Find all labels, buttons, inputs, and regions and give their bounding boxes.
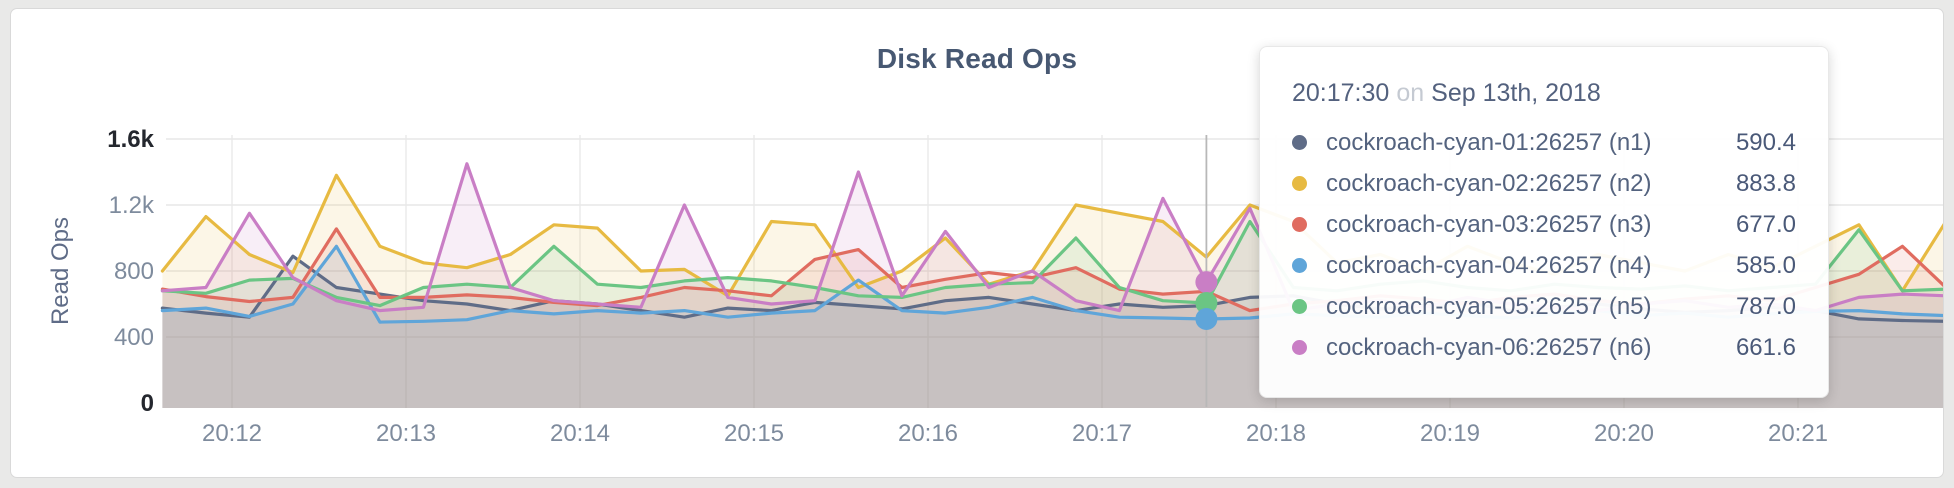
x-tick-label: 20:18	[1246, 420, 1306, 447]
series-value: 677.0	[1735, 210, 1796, 238]
chart-title: Disk Read Ops	[876, 43, 1078, 74]
y-tick-label: 800	[114, 258, 154, 285]
y-tick-label: 0	[141, 390, 154, 417]
x-tick-label: 20:21	[1768, 420, 1828, 447]
series-color-dot-icon	[1292, 217, 1307, 232]
series-color-dot-icon	[1292, 135, 1307, 150]
tooltip-series-row: cockroach-cyan-02:26257 (n2) 883.8	[1292, 163, 1796, 204]
x-tick-label: 20:13	[376, 420, 436, 447]
tooltip-series-row: cockroach-cyan-04:26257 (n4) 585.0	[1292, 245, 1796, 286]
series-name: cockroach-cyan-05:26257 (n5)	[1326, 292, 1652, 320]
series-name: cockroach-cyan-03:26257 (n3)	[1326, 210, 1652, 238]
tooltip-time: 20:17:30	[1292, 79, 1390, 107]
x-tick-label: 20:12	[202, 420, 262, 447]
y-tick-label: 1.6k	[107, 126, 154, 153]
series-color-dot-icon	[1292, 340, 1307, 355]
series-value: 661.6	[1735, 333, 1796, 361]
tooltip-series-row: cockroach-cyan-05:26257 (n5) 787.0	[1292, 286, 1796, 327]
tooltip-series-row: cockroach-cyan-03:26257 (n3) 677.0	[1292, 204, 1796, 245]
tooltip-series-list: cockroach-cyan-01:26257 (n1) 590.4 cockroa…	[1292, 122, 1796, 368]
y-tick-label: 400	[114, 324, 154, 351]
tooltip-date: Sep 13th, 2018	[1431, 79, 1601, 107]
series-value: 787.0	[1735, 292, 1796, 320]
series-value: 585.0	[1735, 251, 1796, 279]
hover-dot-n6	[1195, 271, 1218, 294]
x-tick-label: 20:19	[1420, 420, 1480, 447]
x-tick-label: 20:15	[724, 420, 784, 447]
tooltip-series-row: cockroach-cyan-06:26257 (n6) 661.6	[1292, 327, 1796, 368]
x-tick-label: 20:14	[550, 420, 610, 447]
hover-tooltip: 20:17:30 on Sep 13th, 2018 cockroach-cyan-…	[1259, 46, 1829, 398]
tooltip-conjunction: on	[1396, 79, 1425, 107]
series-color-dot-icon	[1292, 176, 1307, 191]
series-color-dot-icon	[1292, 258, 1307, 273]
series-name: cockroach-cyan-06:26257 (n6)	[1326, 333, 1652, 361]
hover-dot-n4	[1195, 308, 1218, 330]
hover-dot-n5	[1195, 292, 1218, 314]
series-name: cockroach-cyan-01:26257 (n1)	[1326, 128, 1652, 156]
x-tick-label: 20:20	[1594, 420, 1654, 447]
series-name: cockroach-cyan-02:26257 (n2)	[1326, 169, 1652, 197]
y-tick-label: 1.2k	[109, 192, 155, 219]
tooltip-timestamp: 20:17:30 on Sep 13th, 2018	[1292, 79, 1796, 108]
series-value: 883.8	[1735, 169, 1796, 197]
series-value: 590.4	[1735, 128, 1796, 156]
series-name: cockroach-cyan-04:26257 (n4)	[1326, 251, 1652, 279]
y-axis-label: Read Ops	[47, 217, 74, 325]
x-tick-label: 20:17	[1072, 420, 1132, 447]
tooltip-series-row: cockroach-cyan-01:26257 (n1) 590.4	[1292, 122, 1796, 163]
series-color-dot-icon	[1292, 299, 1307, 314]
x-tick-label: 20:16	[898, 420, 958, 447]
chart-card: Disk Read Ops 1.6k 1.2k 800 400 0 20:12 20:13 2…	[10, 8, 1944, 478]
